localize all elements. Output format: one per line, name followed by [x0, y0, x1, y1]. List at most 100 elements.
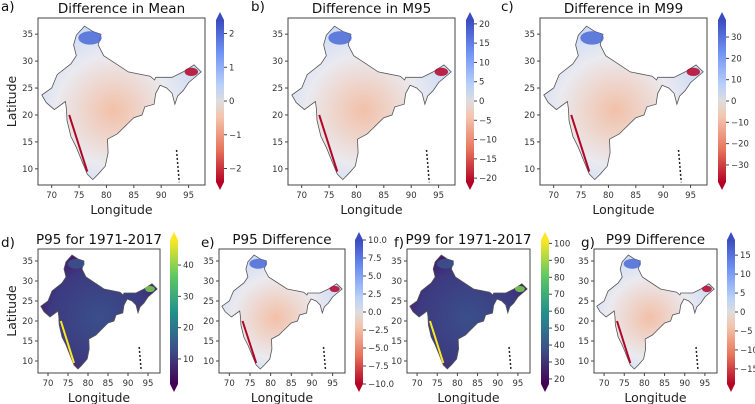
panel-title: P99 Difference [606, 232, 705, 248]
lon-tick-label: 95 [143, 379, 154, 389]
colorbar-tick-label: 50 [554, 324, 565, 334]
lon-tick-label: 70 [46, 191, 57, 201]
lat-tick-label: 30 [524, 57, 535, 67]
lat-tick-label: 15 [22, 138, 33, 148]
panel-title: Difference in M95 [312, 1, 431, 17]
northeast-region-shading [145, 285, 155, 293]
lat-tick-label: 25 [22, 84, 33, 94]
colorbar: −30 −20 −10 0 10 20 30 [718, 12, 749, 190]
north-region-shading [436, 258, 454, 269]
colorbar-gradient [727, 240, 735, 384]
lon-tick-label: 70 [599, 379, 610, 389]
colorbar-gradient [216, 20, 224, 182]
x-axis-label: Longitude [340, 202, 402, 217]
lon-tick-label: 75 [245, 379, 256, 389]
colorbar-tick-label: 20 [731, 54, 742, 64]
west-coast-shading [241, 320, 258, 364]
colorbar-tick-label: −10 [731, 118, 749, 128]
colorbar-tick-label: −20 [479, 174, 497, 184]
west-coast-shading [429, 320, 445, 364]
colorbar-max-extend [355, 232, 363, 240]
panel-label: b) [251, 0, 265, 15]
andaman-islands [175, 149, 181, 183]
colorbar-gradient [541, 240, 549, 384]
lon-tick-label: 85 [286, 379, 297, 389]
lat-tick-label: 10 [391, 357, 402, 367]
lat-tick-label: 10 [203, 357, 214, 367]
lon-tick-label: 75 [74, 191, 85, 201]
lon-tick-label: 75 [576, 191, 587, 201]
colorbar-tick-label: −10 [479, 136, 497, 146]
colorbar: −20 −15 −10 −5 0 5 10 15 20 [466, 12, 497, 190]
lon-tick-label: 75 [619, 379, 630, 389]
colorbar: −2 −1 0 1 2 [216, 12, 242, 190]
northeast-region-shading [686, 67, 700, 77]
lat-tick-label: 10 [22, 357, 33, 367]
lon-tick-label: 95 [685, 191, 696, 201]
lat-tick-label: 10 [272, 165, 283, 175]
lat-tick-label: 15 [22, 337, 33, 347]
west-coast-shading [570, 114, 591, 172]
andaman-islands [508, 346, 512, 372]
lat-tick-label: 25 [22, 297, 33, 307]
map-panel-e: 70 75 80 85 90 95 10 15 20 25 30 35 P95 Difference e)… [201, 232, 394, 404]
west-coast-shading [318, 114, 339, 172]
colorbar-tick-label: 0 [731, 97, 736, 107]
colorbar: 20 30 40 50 60 70 80 90 100 [541, 232, 570, 392]
colorbar-tick-label: −15 [479, 155, 497, 165]
lat-tick-label: 35 [524, 30, 535, 40]
colorbar-tick-label: 40 [554, 341, 565, 351]
colorbar: −15 −10 −5 0 5 10 15 [727, 232, 755, 392]
north-region-shading [328, 31, 352, 45]
lon-tick-label: 80 [639, 379, 650, 389]
north-region-shading [78, 31, 102, 45]
colorbar-tick-label: −5 [740, 327, 753, 337]
colorbar-tick-label: −5 [479, 116, 492, 126]
colorbar-tick-label: −2 [229, 165, 242, 175]
lon-tick-label: 90 [492, 379, 503, 389]
lon-tick-label: 90 [156, 191, 167, 201]
lon-tick-label: 85 [378, 191, 389, 201]
lon-tick-label: 70 [296, 191, 307, 201]
lon-tick-label: 80 [265, 379, 276, 389]
colorbar-tick-label: 5 [479, 78, 484, 88]
panel-title: Difference in Mean [58, 1, 185, 17]
lat-tick-label: 15 [524, 138, 535, 148]
colorbar-tick-label: 5.0 [368, 272, 382, 282]
lon-tick-label: 70 [43, 379, 54, 389]
north-region-shading [67, 258, 85, 269]
lon-tick-label: 75 [63, 379, 74, 389]
colorbar-tick-label: 5 [740, 289, 745, 299]
lat-tick-label: 15 [391, 337, 402, 347]
lat-tick-label: 10 [524, 165, 535, 175]
andaman-islands [138, 346, 142, 372]
colorbar-tick-label: 40 [183, 261, 194, 271]
colorbar-tick-label: −15 [740, 365, 755, 375]
lat-tick-label: 35 [22, 30, 33, 40]
colorbar-tick-label: −2.5 [368, 326, 389, 336]
lat-tick-label: 20 [22, 317, 33, 327]
colorbar-tick-label: 0 [479, 97, 484, 107]
lat-tick-label: 35 [203, 257, 214, 267]
lat-tick-label: 25 [203, 297, 214, 307]
lon-tick-label: 80 [351, 191, 362, 201]
lat-tick-label: 30 [578, 277, 589, 287]
lat-tick-label: 15 [578, 337, 589, 347]
colorbar-tick-label: 20 [554, 375, 565, 385]
colorbar-tick-label: 30 [731, 33, 742, 43]
north-region-shading [580, 31, 604, 45]
lon-tick-label: 95 [512, 379, 523, 389]
lat-tick-label: 25 [391, 297, 402, 307]
panel-label: a) [1, 0, 15, 15]
colorbar-max-extend [718, 12, 726, 20]
colorbar-tick-label: 30 [554, 358, 565, 368]
colorbar-min-extend [541, 384, 549, 392]
lat-tick-label: 35 [578, 257, 589, 267]
lat-tick-label: 30 [272, 57, 283, 67]
andaman-islands [322, 346, 327, 372]
x-axis-label: Longitude [624, 390, 686, 404]
